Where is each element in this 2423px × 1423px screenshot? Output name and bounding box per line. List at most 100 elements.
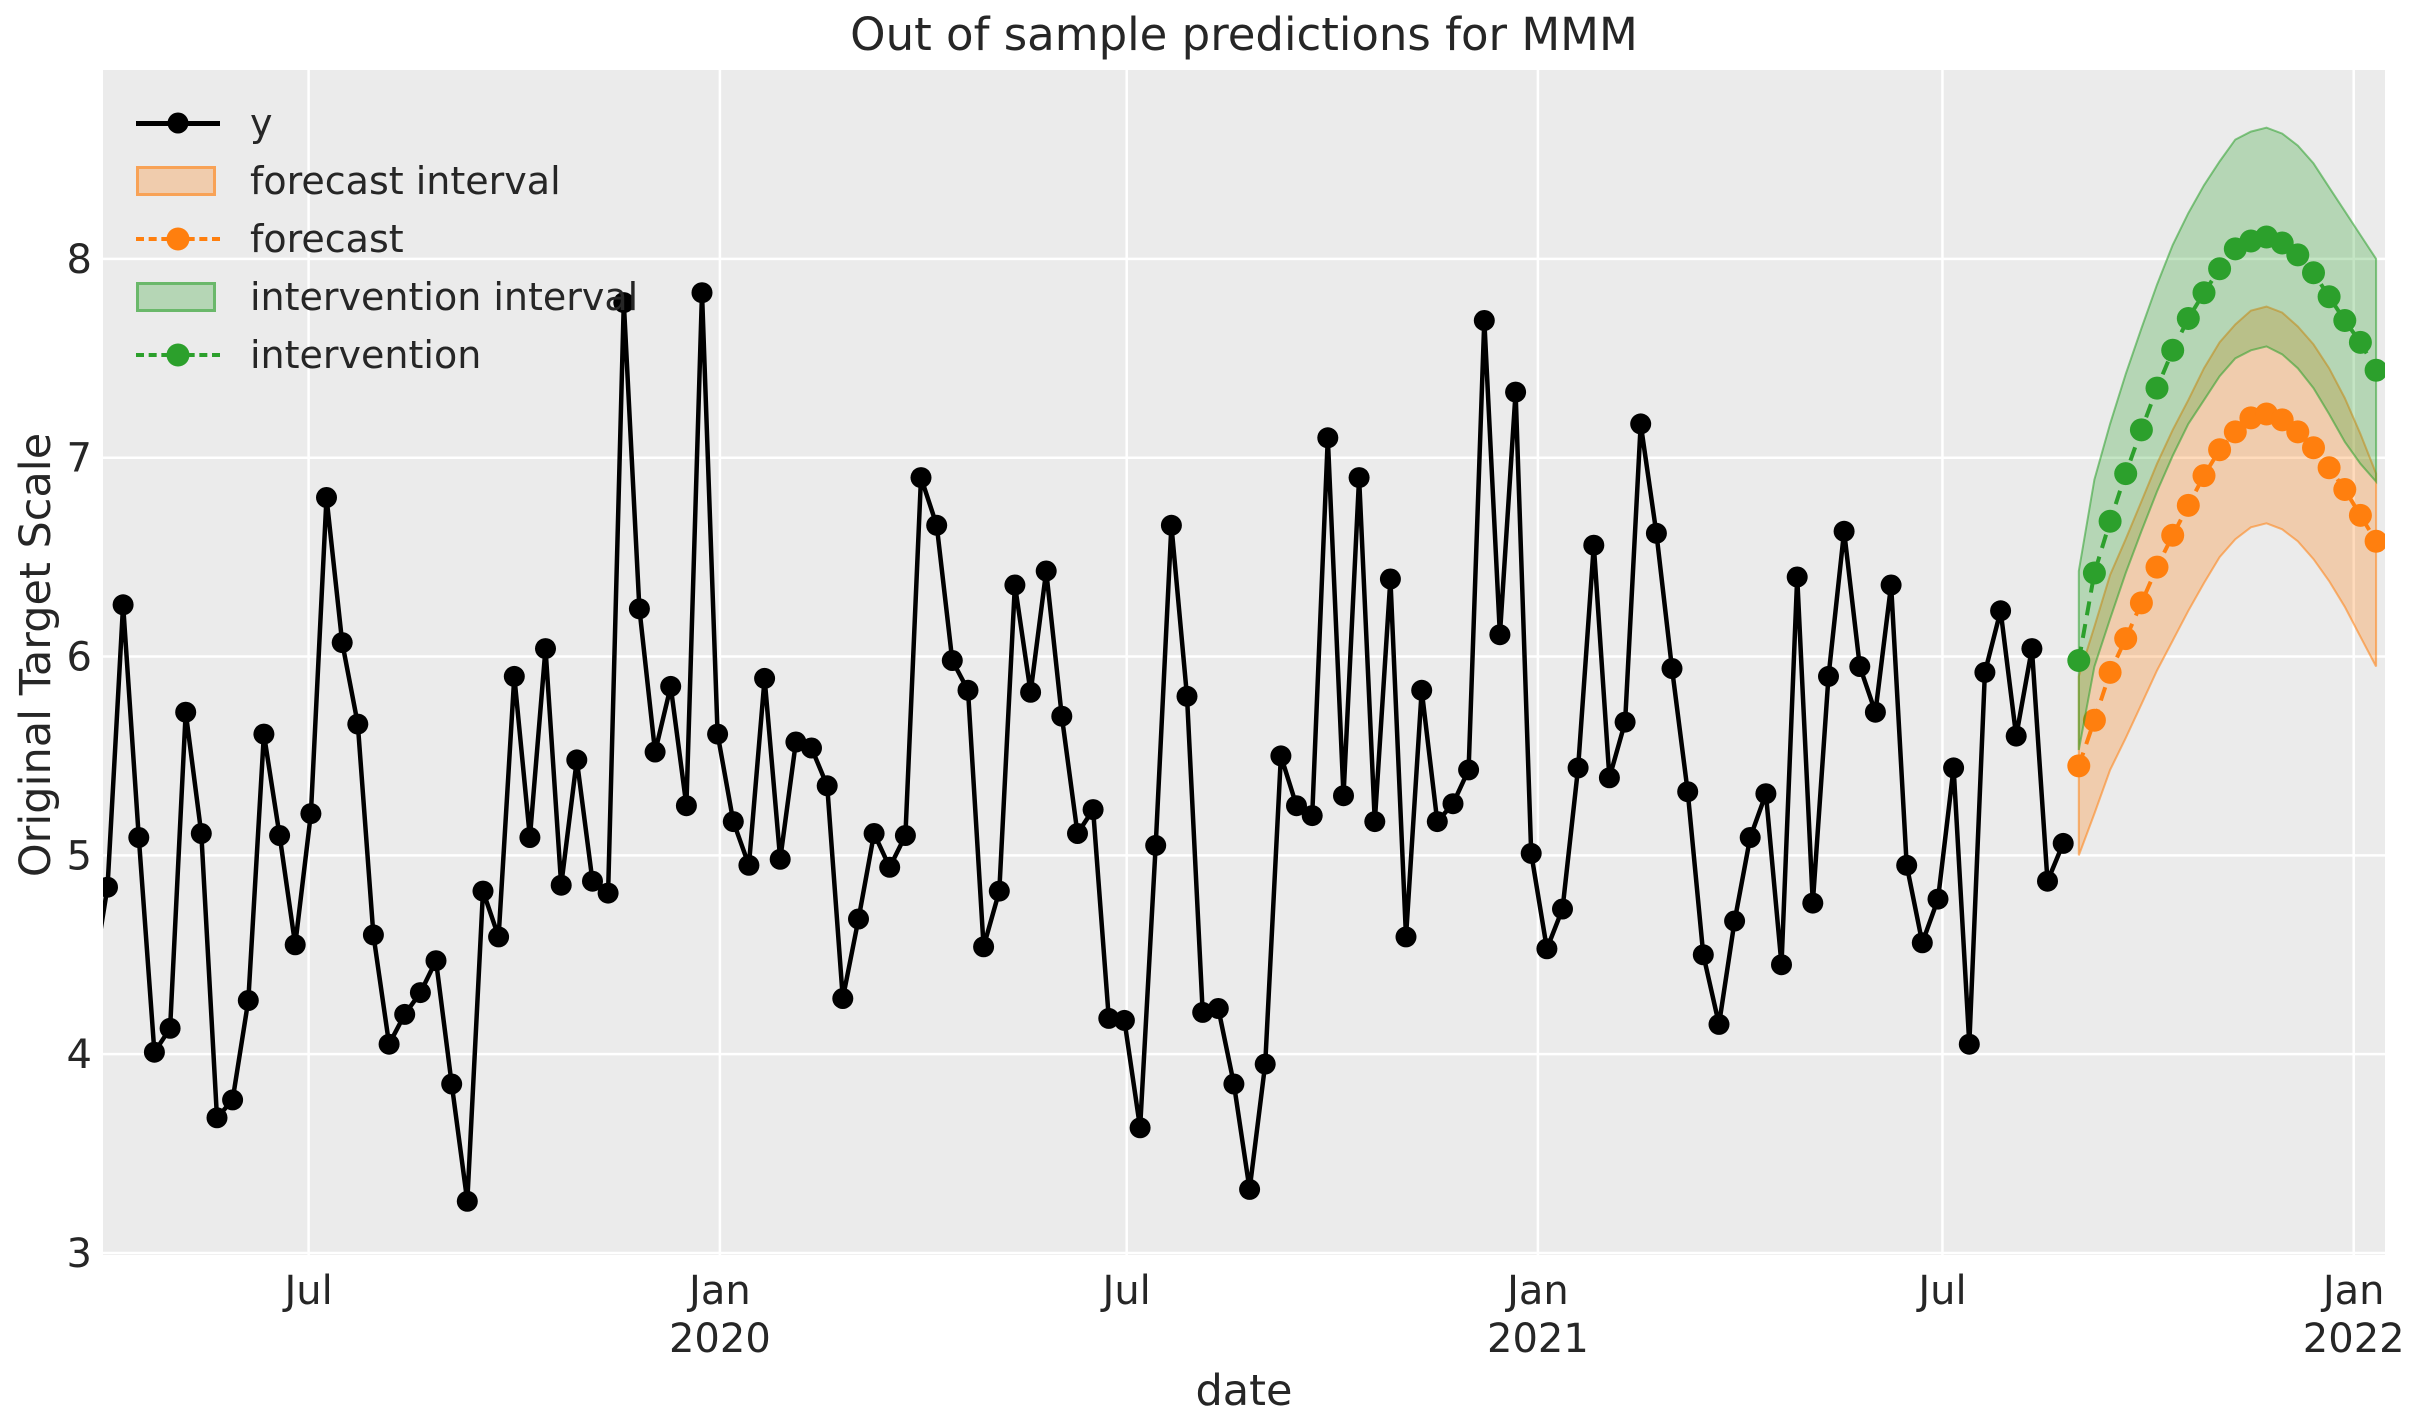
y-marker (973, 936, 995, 958)
band-swatch-icon (136, 166, 220, 196)
y-marker (503, 665, 525, 687)
y-marker (300, 803, 322, 825)
y-marker (331, 632, 353, 654)
y-marker (1692, 944, 1714, 966)
legend-band-icon (136, 166, 216, 196)
forecast-marker (2364, 529, 2385, 553)
y-marker (754, 667, 776, 689)
y-marker (112, 594, 134, 616)
y-marker (253, 723, 275, 745)
y-marker (1583, 534, 1605, 556)
y-marker (582, 870, 603, 892)
legend-label: y (250, 101, 273, 145)
y-marker (1614, 711, 1636, 733)
y-marker (738, 854, 760, 876)
y-marker (1395, 926, 1417, 948)
y-marker (988, 880, 1010, 902)
y-marker (1849, 656, 1871, 677)
forecast-marker (2317, 456, 2341, 480)
y-marker (1708, 1013, 1730, 1035)
y-marker (362, 924, 384, 946)
y-marker (2021, 638, 2043, 660)
legend-band-icon (136, 282, 216, 312)
intervention-marker (2067, 649, 2091, 672)
y-marker (1348, 467, 1370, 489)
intervention-marker (2270, 231, 2294, 255)
y-marker (1379, 568, 1401, 590)
intervention-marker (2145, 376, 2169, 400)
y-marker (425, 950, 447, 972)
y-marker (1739, 827, 1761, 848)
y-marker (1317, 427, 1339, 449)
y-marker (1364, 811, 1386, 833)
y-marker (1473, 310, 1495, 331)
y-marker (2005, 725, 2027, 747)
forecast-marker (2129, 591, 2153, 615)
y-tick-label: 7 (67, 436, 92, 482)
y-tick-label: 8 (67, 237, 92, 283)
legend-dot-icon (166, 227, 190, 251)
y-marker (879, 856, 901, 878)
y-tick-label: 6 (67, 635, 92, 681)
y-marker (1239, 1178, 1261, 1200)
x-tick-label: Jul (1100, 1268, 1151, 1314)
y-marker (456, 1190, 478, 1212)
forecast-marker (2145, 555, 2169, 579)
x-axis-label: date (1195, 1366, 1293, 1416)
forecast-marker (2082, 708, 2106, 732)
x-tick-label: Jan (686, 1268, 751, 1314)
legend-line-icon (136, 112, 220, 134)
forecast-marker (2286, 420, 2310, 444)
forecast-marker (2114, 627, 2138, 651)
y-marker (519, 827, 541, 848)
y-marker (660, 675, 682, 697)
y-marker (1223, 1073, 1245, 1095)
y-marker (644, 741, 666, 763)
y-marker (1051, 705, 1073, 727)
legend-item-intervention: intervention (136, 326, 638, 384)
y-marker (2037, 870, 2058, 892)
forecast-marker (2067, 754, 2091, 778)
y-marker (409, 982, 431, 1004)
y-marker (1990, 600, 2012, 622)
legend: y forecast interval forecast intervention i… (136, 94, 638, 384)
y-marker (103, 876, 118, 898)
y-marker (613, 292, 635, 314)
x-tick-label: Jul (281, 1268, 332, 1314)
intervention-marker (2286, 243, 2310, 267)
y-marker (1254, 1053, 1276, 1075)
legend-item-forecast-interval: forecast interval (136, 152, 638, 210)
y-tick-label: 5 (67, 833, 92, 879)
intervention-marker (2317, 285, 2341, 309)
y-marker (394, 1003, 416, 1025)
legend-label: forecast (250, 217, 404, 261)
y-marker (597, 882, 619, 904)
intervention-marker (2192, 281, 2216, 305)
legend-dashed-line-icon (136, 227, 220, 251)
y-marker (206, 1107, 228, 1129)
y-marker (1833, 520, 1855, 542)
y-tick-label: 4 (67, 1032, 92, 1078)
y-marker (159, 1017, 181, 1039)
intervention-marker (2082, 561, 2106, 585)
y-marker (863, 823, 885, 844)
y-marker (1645, 522, 1667, 544)
y-marker (1677, 781, 1699, 803)
forecast-marker (2098, 660, 2122, 684)
y-marker (128, 827, 150, 848)
y-marker (237, 990, 259, 1011)
y-marker (957, 679, 979, 701)
y-marker (1160, 514, 1182, 536)
forecast-marker (2270, 408, 2294, 432)
intervention-marker (2098, 509, 2122, 533)
forecast-marker (2161, 523, 2185, 547)
y-marker (535, 638, 556, 660)
y-marker (1786, 566, 1808, 588)
y-marker (926, 514, 948, 536)
y-marker (1505, 381, 1527, 403)
y-marker (1661, 658, 1683, 679)
y-marker (2052, 832, 2074, 854)
y-marker (1802, 892, 1824, 914)
